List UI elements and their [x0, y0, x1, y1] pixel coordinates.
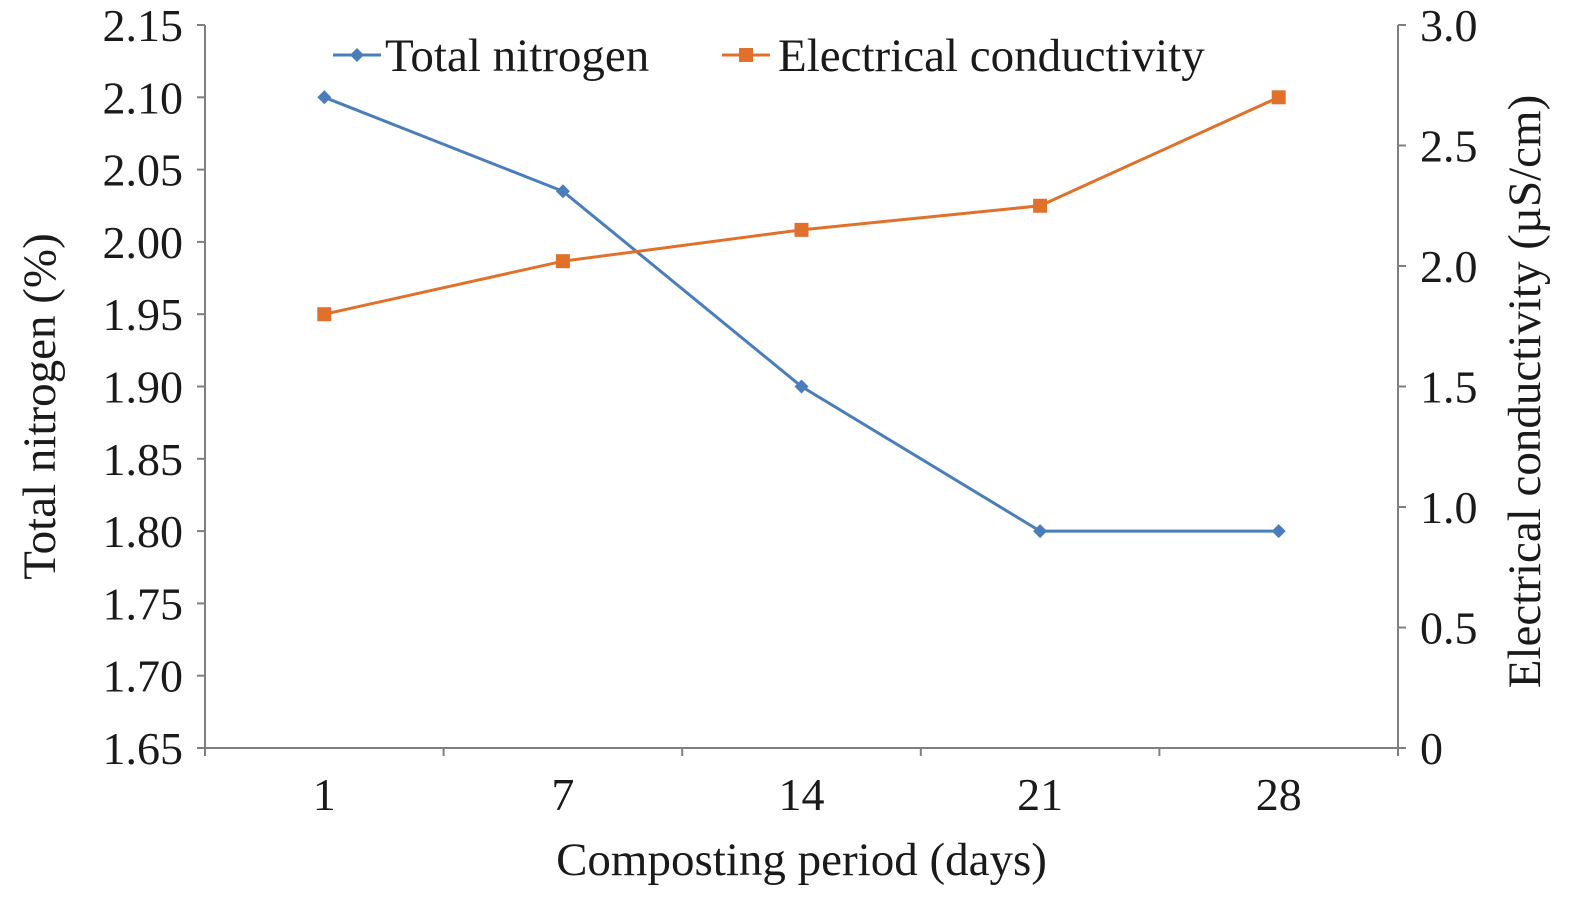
x-tick-label: 1: [313, 769, 336, 820]
series-1: [317, 90, 1286, 322]
left-y-tick-label: 1.70: [103, 651, 184, 702]
legend-item-electrical-conductivity: Electrical conductivity: [722, 30, 1205, 82]
data-point-square: [317, 307, 332, 322]
legend: Total nitrogen Electrical conductivity: [333, 30, 1205, 82]
right-y-tick-label: 0: [1420, 723, 1443, 774]
x-tick-label: 7: [551, 769, 574, 820]
data-point-square: [1033, 198, 1048, 213]
data-point-square: [794, 222, 809, 237]
left-y-tick-label: 1.90: [103, 362, 184, 413]
left-y-tick-labels: 1.65 1.70 1.75 1.80 1.85 1.90 1.95 2.00 2.05 2.10…: [103, 0, 205, 774]
legend-label-electrical-conductivity: Electrical conductivity: [778, 30, 1205, 82]
right-y-axis-title: Electrical conductivity (µS/cm): [1499, 95, 1551, 689]
data-point-diamond: [1271, 524, 1286, 539]
legend-label-total-nitrogen: Total nitrogen: [385, 30, 649, 82]
left-y-tick-label: 1.75: [103, 578, 184, 629]
left-y-tick-label: 1.80: [103, 506, 184, 557]
data-point-square: [1271, 90, 1286, 105]
series-layer: [317, 90, 1286, 539]
left-y-tick-label: 2.05: [103, 145, 184, 196]
left-y-tick-label: 1.95: [103, 289, 184, 340]
right-y-tick-label: 2.5: [1420, 121, 1478, 172]
x-tick-label: 21: [1017, 769, 1063, 820]
right-y-tick-labels: 0 0.5 1.0 1.5 2.0 2.5 3.0: [1398, 0, 1478, 774]
right-y-tick-label: 0.5: [1420, 603, 1478, 654]
data-point-diamond: [317, 90, 332, 105]
series-0: [317, 90, 1286, 539]
data-point-diamond: [794, 379, 809, 394]
x-tick-labels: 1 7 14 21 28: [204, 748, 1399, 820]
left-y-tick-label: 2.10: [103, 72, 184, 123]
legend-square-marker-icon: [739, 48, 753, 62]
data-point-square: [555, 254, 570, 269]
x-tick-label: 14: [779, 769, 825, 820]
left-y-tick-label: 1.85: [103, 434, 184, 485]
left-y-tick-label: 2.00: [103, 217, 184, 268]
x-axis-title: Composting period (days): [556, 834, 1047, 886]
right-y-tick-label: 3.0: [1420, 0, 1478, 51]
right-y-tick-label: 1.5: [1420, 362, 1478, 413]
legend-item-total-nitrogen: Total nitrogen: [333, 30, 649, 82]
data-point-diamond: [555, 184, 570, 199]
right-y-tick-label: 2.0: [1420, 241, 1478, 292]
right-y-tick-label: 1.0: [1420, 482, 1478, 533]
left-y-tick-label: 2.15: [103, 0, 184, 51]
left-y-tick-label: 1.65: [103, 723, 184, 774]
legend-diamond-marker-icon: [350, 48, 364, 62]
series-line: [323, 95, 1280, 316]
data-point-diamond: [1033, 524, 1048, 539]
x-tick-label: 28: [1256, 769, 1302, 820]
left-y-axis-title: Total nitrogen (%): [14, 233, 66, 580]
